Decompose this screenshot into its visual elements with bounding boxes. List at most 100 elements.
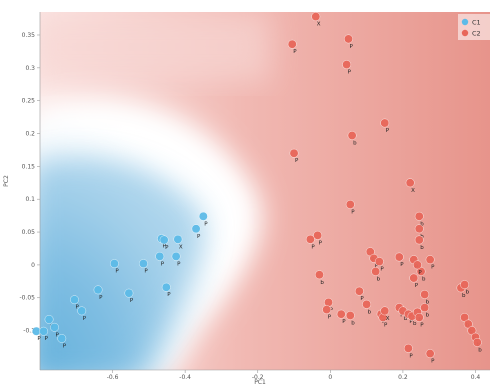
point-label: b	[353, 140, 357, 146]
point-c2	[414, 313, 424, 322]
point-label: P	[293, 49, 297, 55]
point-c1	[173, 234, 183, 244]
point-label: P	[144, 269, 148, 275]
point-label: P	[360, 296, 364, 302]
legend-marker	[461, 29, 469, 37]
point-label: P	[409, 353, 413, 359]
point-c2	[345, 311, 355, 320]
point-c2	[413, 260, 422, 270]
y-tick-label: 0.15	[22, 163, 36, 170]
point-c2	[425, 349, 435, 358]
point-c1	[93, 285, 103, 295]
point-label: P	[63, 343, 67, 349]
point-c2	[354, 286, 364, 296]
point-label: P	[415, 283, 419, 289]
x-tick-label: 0.4	[471, 374, 481, 381]
point-label: b	[420, 245, 424, 251]
point-label: b	[404, 316, 408, 322]
point-c2	[287, 39, 297, 49]
point-c1	[124, 288, 134, 298]
point-c2	[374, 257, 384, 267]
point-label: P	[319, 240, 323, 246]
point-label: b	[413, 321, 417, 327]
point-label: b	[351, 320, 355, 326]
point-label: P	[380, 267, 384, 273]
point-label: P	[382, 319, 386, 325]
y-tick-label: 0.35	[22, 32, 36, 39]
point-c2	[414, 235, 424, 245]
point-c1	[70, 295, 79, 305]
point-c2	[403, 343, 413, 353]
legend-label: C1	[472, 18, 481, 26]
x-tick-label: 0	[328, 374, 332, 381]
point-c1	[44, 315, 54, 324]
point-label: X	[386, 316, 390, 322]
point-label: P	[349, 44, 353, 50]
point-c1	[77, 306, 87, 316]
point-c2	[380, 306, 390, 316]
y-tick-label: -0.1	[23, 328, 35, 335]
y-tick-label: 0.25	[22, 98, 36, 105]
decision-region-background	[40, 12, 490, 370]
point-label: P	[130, 298, 134, 304]
point-label: b	[420, 221, 424, 227]
point-label: P	[83, 316, 87, 322]
point-label: b	[368, 309, 372, 315]
point-c2	[344, 34, 353, 44]
point-c2	[394, 252, 404, 262]
point-label: P	[75, 305, 79, 311]
y-tick-label: 0.05	[22, 229, 36, 236]
point-label: X	[411, 188, 415, 194]
point-c2	[420, 290, 430, 299]
point-label: X	[179, 244, 183, 250]
point-c1	[139, 259, 148, 268]
point-label: b	[320, 280, 324, 286]
point-c1	[109, 259, 119, 268]
point-label: P	[37, 336, 41, 342]
y-tick-label: 0.3	[25, 65, 35, 72]
point-label: P	[342, 319, 346, 325]
point-c2	[322, 305, 332, 314]
point-label: P	[400, 262, 404, 268]
point-c1	[161, 282, 171, 292]
point-c2	[305, 234, 315, 244]
point-label: P	[420, 322, 424, 328]
point-label: P	[161, 261, 165, 267]
point-c2	[409, 273, 419, 283]
y-tick-label: 0.1	[25, 196, 35, 203]
point-label: P	[163, 244, 167, 250]
point-label: P	[165, 245, 169, 251]
point-c2	[414, 211, 424, 221]
series-c1: PPPPPPPPPPPPPPPPXPP	[31, 211, 208, 349]
y-tick-label: 0	[31, 262, 35, 269]
point-label: P	[431, 359, 435, 365]
point-label: P	[56, 332, 60, 338]
point-label: P	[311, 244, 315, 250]
point-label: P	[351, 209, 355, 215]
point-label: P	[167, 292, 171, 298]
point-label: b	[478, 347, 482, 353]
series-c2: XPPPbPPPXbbbPPbPPPbPbPPbPPPXPbPbbPbbPbPP…	[287, 12, 482, 365]
point-c1	[155, 251, 165, 261]
point-label: b	[422, 276, 426, 282]
point-label: P	[418, 270, 422, 276]
point-c1	[57, 334, 67, 343]
point-label: b	[462, 293, 466, 299]
point-label: P	[400, 313, 404, 319]
point-label: P	[197, 234, 201, 240]
point-c2	[414, 224, 424, 234]
point-label: P	[295, 158, 299, 164]
legend-marker	[461, 18, 469, 26]
point-c1	[198, 211, 208, 221]
point-label: P	[204, 221, 208, 227]
point-c2	[345, 200, 355, 209]
point-c2	[362, 299, 372, 309]
axes: -0.1 -0.05 0 0.05 0.1 0.15 0.2 0.25 0.3 0.35 -0.6 -…	[3, 12, 490, 386]
point-label: P	[328, 315, 332, 321]
x-tick-label: -0.2	[252, 374, 264, 381]
y-axis-title: PC2	[3, 175, 10, 187]
point-c2	[472, 338, 482, 347]
point-c1	[159, 235, 169, 245]
